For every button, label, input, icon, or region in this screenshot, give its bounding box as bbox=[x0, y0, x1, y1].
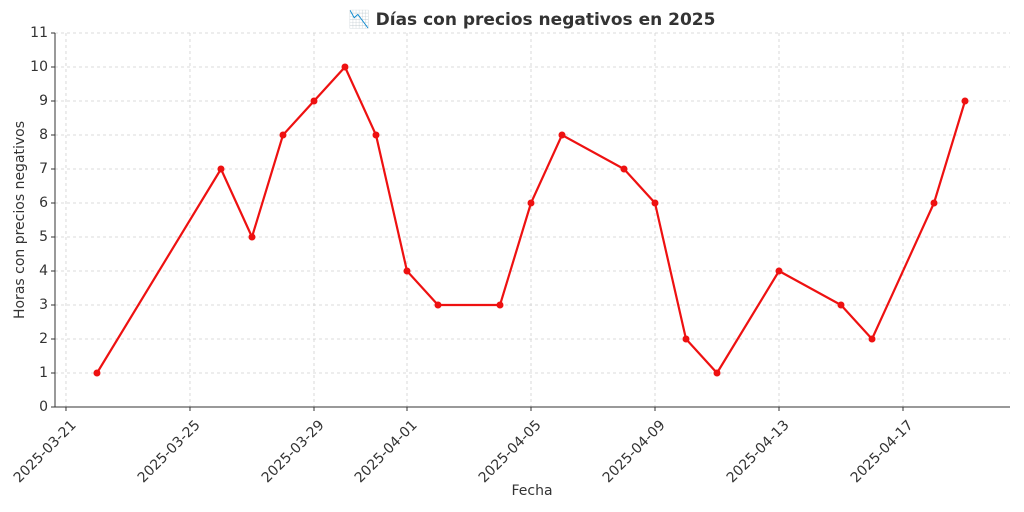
data-point bbox=[279, 131, 287, 139]
chart-title: 📉 Días con precios negativos en 2025 bbox=[349, 9, 716, 30]
data-point bbox=[248, 233, 256, 241]
data-point bbox=[372, 131, 380, 139]
data-point bbox=[775, 267, 783, 275]
data-point bbox=[527, 199, 535, 207]
data-point bbox=[558, 131, 566, 139]
data-point bbox=[341, 63, 349, 71]
data-point bbox=[713, 369, 721, 377]
y-axis-label: Horas con precios negativos bbox=[12, 121, 28, 319]
y-tick-label: 6 bbox=[39, 195, 48, 211]
data-point bbox=[620, 165, 628, 173]
x-tick-label: 2025-03-21 bbox=[11, 417, 80, 486]
x-tick-label: 2025-04-01 bbox=[352, 417, 421, 486]
data-point bbox=[496, 301, 504, 309]
data-point bbox=[837, 301, 845, 309]
x-axis-label: Fecha bbox=[511, 483, 552, 499]
data-point bbox=[403, 267, 411, 275]
x-tick-label: 2025-04-09 bbox=[600, 417, 669, 486]
y-tick-label: 4 bbox=[39, 263, 48, 279]
data-point bbox=[930, 199, 938, 207]
data-point bbox=[961, 97, 969, 105]
data-point bbox=[651, 199, 659, 207]
y-tick-label: 9 bbox=[39, 93, 48, 109]
data-point bbox=[217, 165, 225, 173]
data-point bbox=[310, 97, 318, 105]
x-tick-label: 2025-04-05 bbox=[476, 417, 545, 486]
x-tick-label: 2025-03-25 bbox=[135, 417, 204, 486]
x-tick-label: 2025-04-17 bbox=[848, 417, 917, 486]
data-point bbox=[868, 335, 876, 343]
y-tick-label: 1 bbox=[39, 365, 48, 381]
data-point bbox=[682, 335, 690, 343]
x-tick-label: 2025-03-29 bbox=[259, 417, 328, 486]
y-tick-label: 0 bbox=[39, 399, 48, 415]
y-tick-label: 8 bbox=[39, 127, 48, 143]
x-tick-label: 2025-04-13 bbox=[724, 417, 793, 486]
y-tick-label: 2 bbox=[39, 331, 48, 347]
y-tick-label: 5 bbox=[39, 229, 48, 245]
y-tick-label: 11 bbox=[30, 25, 48, 41]
y-tick-label: 7 bbox=[39, 161, 48, 177]
y-tick-label: 3 bbox=[39, 297, 48, 313]
data-point bbox=[434, 301, 442, 309]
y-tick-label: 10 bbox=[30, 59, 48, 75]
data-point bbox=[93, 369, 101, 377]
